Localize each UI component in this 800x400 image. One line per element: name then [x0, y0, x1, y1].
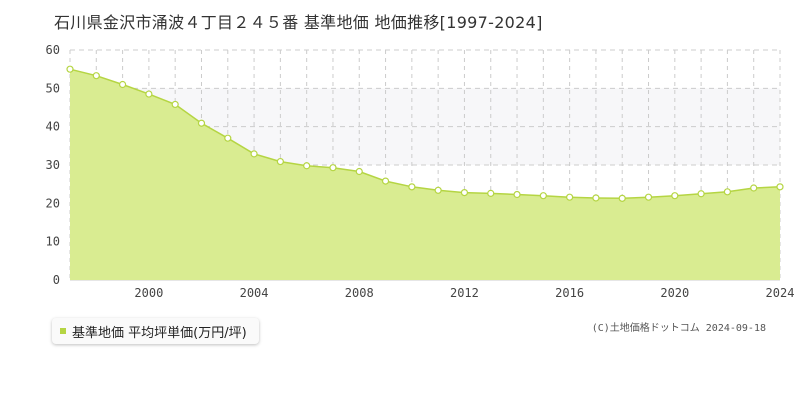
data-point	[329, 164, 337, 172]
data-point	[171, 100, 179, 109]
y-tick-label: 40	[46, 120, 60, 134]
data-point	[566, 193, 574, 201]
data-point	[303, 162, 311, 170]
x-axis-ticks: 2000 2004 2008 2012 2016 2020 2024	[134, 286, 794, 300]
data-point	[644, 193, 653, 201]
data-point	[539, 192, 547, 200]
data-point	[250, 150, 258, 158]
data-point	[224, 134, 232, 142]
data-point	[66, 65, 74, 73]
y-tick-label: 20	[46, 196, 60, 210]
data-point	[776, 183, 784, 191]
x-tick-label: 2016	[555, 286, 584, 300]
x-tick-label: 2008	[345, 286, 374, 300]
data-point	[750, 184, 758, 192]
legend-label: 基準地価 平均坪単価(万円/坪)	[72, 325, 247, 341]
data-point	[487, 189, 495, 197]
data-points	[66, 65, 784, 202]
y-tick-label: 0	[53, 273, 60, 287]
x-tick-label: 2000	[134, 286, 163, 300]
data-point	[118, 80, 127, 89]
x-tick-label: 2024	[766, 286, 795, 300]
y-tick-label: 50	[46, 81, 60, 95]
y-tick-label: 60	[46, 43, 60, 57]
x-tick-label: 2004	[240, 286, 269, 300]
copyright-footer: (C)土地価格ドットコム 2024-09-18	[591, 323, 766, 334]
area-fill	[70, 69, 780, 280]
legend: 基準地価 平均坪単価(万円/坪)	[52, 318, 259, 344]
data-point	[618, 194, 626, 202]
data-point	[434, 186, 442, 194]
data-point	[355, 167, 363, 176]
data-point	[408, 183, 416, 191]
x-tick-label: 2020	[660, 286, 689, 300]
chart-title: 石川県金沢市涌波４丁目２４５番 基準地価 地価推移[1997-2024]	[54, 13, 543, 32]
data-point	[592, 194, 600, 202]
legend-swatch	[60, 328, 66, 334]
x-tick-label: 2012	[450, 286, 479, 300]
data-point	[197, 119, 206, 127]
data-point	[145, 90, 153, 98]
data-point	[513, 190, 521, 199]
data-point	[276, 157, 284, 166]
data-point	[381, 177, 390, 185]
data-point	[671, 192, 679, 200]
y-tick-label: 30	[46, 158, 60, 172]
y-axis-ticks: 0 10 20 30 40 50 60	[46, 43, 60, 287]
y-tick-label: 10	[46, 235, 60, 249]
data-point	[92, 72, 100, 80]
data-point	[697, 190, 705, 198]
series-line	[69, 68, 781, 200]
data-point	[460, 189, 469, 197]
data-point	[723, 188, 732, 196]
